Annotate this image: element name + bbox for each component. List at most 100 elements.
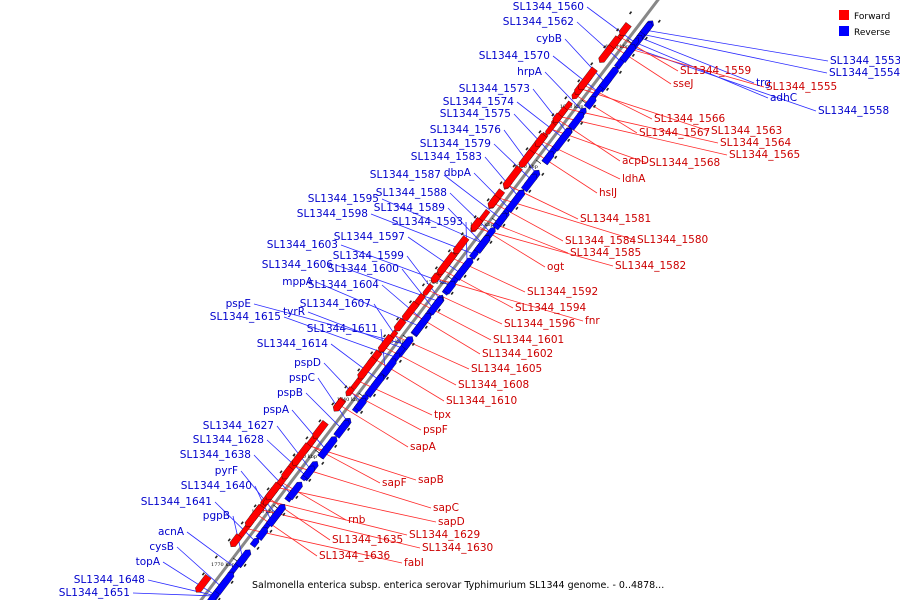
reverse-gene-label: pspD xyxy=(294,357,321,369)
reverse-gene xyxy=(474,235,491,254)
label-leader-lines xyxy=(132,6,829,597)
position-marker xyxy=(450,291,454,296)
position-marker xyxy=(334,444,338,449)
position-marker xyxy=(214,555,218,559)
reverse-leader-line xyxy=(186,531,238,570)
reverse-gene-label: SL1344_1603 xyxy=(267,239,338,251)
forward-leader-line xyxy=(355,379,433,416)
forward-gene-label: ldhA xyxy=(622,173,646,185)
position-marker xyxy=(499,181,503,185)
reverse-gene-label: pgpB xyxy=(203,510,230,522)
reverse-gene-label: adhC xyxy=(770,92,797,104)
reverse-leader-line xyxy=(323,362,364,405)
position-marker xyxy=(292,453,296,457)
forward-leader-line xyxy=(495,196,636,241)
position-marker xyxy=(580,121,584,125)
forward-leader-line xyxy=(505,183,579,220)
forward-leader-line xyxy=(408,310,481,355)
forward-leader-line xyxy=(440,268,514,309)
position-marker xyxy=(383,334,387,338)
position-marker xyxy=(305,436,309,440)
tick-label: 1770 kbp xyxy=(211,562,235,568)
tick-label: 1740 kbp xyxy=(337,397,361,403)
forward-leader-line xyxy=(530,149,598,194)
reverse-gene-label: SL1344_1575 xyxy=(440,108,511,120)
reverse-gene-label: hrpA xyxy=(517,66,543,78)
position-marker xyxy=(460,232,464,236)
reverse-gene-label: trg xyxy=(756,77,771,89)
forward-gene xyxy=(502,165,523,189)
tick-mark xyxy=(535,159,542,164)
reverse-gene-label: topA xyxy=(136,556,161,568)
position-marker xyxy=(447,249,451,253)
position-marker xyxy=(512,164,516,168)
reverse-leader-line xyxy=(443,174,504,221)
forward-leader-line xyxy=(556,115,728,156)
forward-leader-line xyxy=(381,345,457,386)
reverse-leader-line xyxy=(305,392,344,431)
reverse-gene xyxy=(255,527,269,541)
legend: Forward Reverse xyxy=(839,10,891,38)
forward-gene-label: SL1344_1568 xyxy=(649,157,720,169)
forward-leader-line xyxy=(390,333,470,370)
reverse-leader-line xyxy=(401,268,435,311)
forward-leader-line xyxy=(274,486,437,523)
reverse-gene xyxy=(541,151,555,166)
reverse-gene-label: pspB xyxy=(277,387,303,399)
forward-gene-label: SL1344_1559 xyxy=(680,65,751,77)
reverse-leader-line xyxy=(532,88,569,135)
reverse-gene-label: SL1344_1593 xyxy=(392,216,463,228)
position-marker xyxy=(295,495,299,500)
forward-gene-label: SL1344_1610 xyxy=(446,395,517,407)
tick-label: 1680 kbp xyxy=(605,44,629,50)
forward-leader-line xyxy=(372,357,445,402)
reverse-gene xyxy=(234,549,252,568)
forward-gene-label: SL1344_1635 xyxy=(332,534,403,546)
reverse-gene-label: SL1344_1614 xyxy=(257,338,329,350)
reverse-gene-label: SL1344_1641 xyxy=(141,496,212,508)
reverse-leader-line xyxy=(266,439,308,478)
forward-gene-label: sapD xyxy=(438,516,465,528)
legend-forward-swatch xyxy=(839,10,849,20)
forward-leader-line xyxy=(538,139,621,180)
forward-leader-line xyxy=(416,300,492,341)
reverse-leader-line xyxy=(644,34,828,74)
reverse-gene xyxy=(400,336,414,351)
reverse-leader-line xyxy=(381,284,426,323)
reverse-gene-label: SL1344_1576 xyxy=(430,124,502,136)
reverse-leader-line xyxy=(449,192,493,235)
forward-gene-label: SL1344_1602 xyxy=(482,348,553,360)
reverse-leader-line xyxy=(473,172,511,211)
position-marker xyxy=(331,402,335,406)
reverse-gene xyxy=(411,313,432,337)
forward-gene-label: SL1344_1592 xyxy=(527,286,598,298)
position-marker xyxy=(230,580,234,585)
reverse-leader-line xyxy=(552,55,600,94)
forward-leader-line xyxy=(479,217,569,254)
reverse-leader-line xyxy=(641,37,755,84)
reverse-gene xyxy=(640,22,653,36)
reverse-gene-label: SL1344_1651 xyxy=(59,587,130,599)
reverse-leader-line xyxy=(373,303,406,350)
tick-label: 1760 kbp xyxy=(251,509,275,515)
reverse-gene xyxy=(583,96,597,110)
forward-gene xyxy=(430,272,441,283)
position-marker xyxy=(282,512,286,517)
forward-gene-label: ogt xyxy=(547,261,564,273)
reverse-leader-line xyxy=(576,21,623,64)
reverse-gene-label: SL1344_1611 xyxy=(307,323,378,335)
reverse-gene-label: SL1344_1628 xyxy=(193,434,264,446)
position-marker xyxy=(370,351,374,355)
forward-gene-label: sapF xyxy=(382,477,407,489)
position-marker xyxy=(657,19,661,23)
forward-leader-line xyxy=(449,256,526,293)
position-marker xyxy=(227,538,231,542)
reverse-gene xyxy=(443,280,456,295)
tick-label: 1730 kbp xyxy=(381,339,405,345)
forward-gene-label: SL1344_1582 xyxy=(615,260,686,272)
position-marker xyxy=(395,317,400,321)
reverse-leader-line xyxy=(317,377,349,424)
forward-gene-label: sseJ xyxy=(673,78,694,90)
reverse-leader-line xyxy=(513,113,553,156)
forward-gene-label: SL1344_1584 xyxy=(565,235,637,247)
